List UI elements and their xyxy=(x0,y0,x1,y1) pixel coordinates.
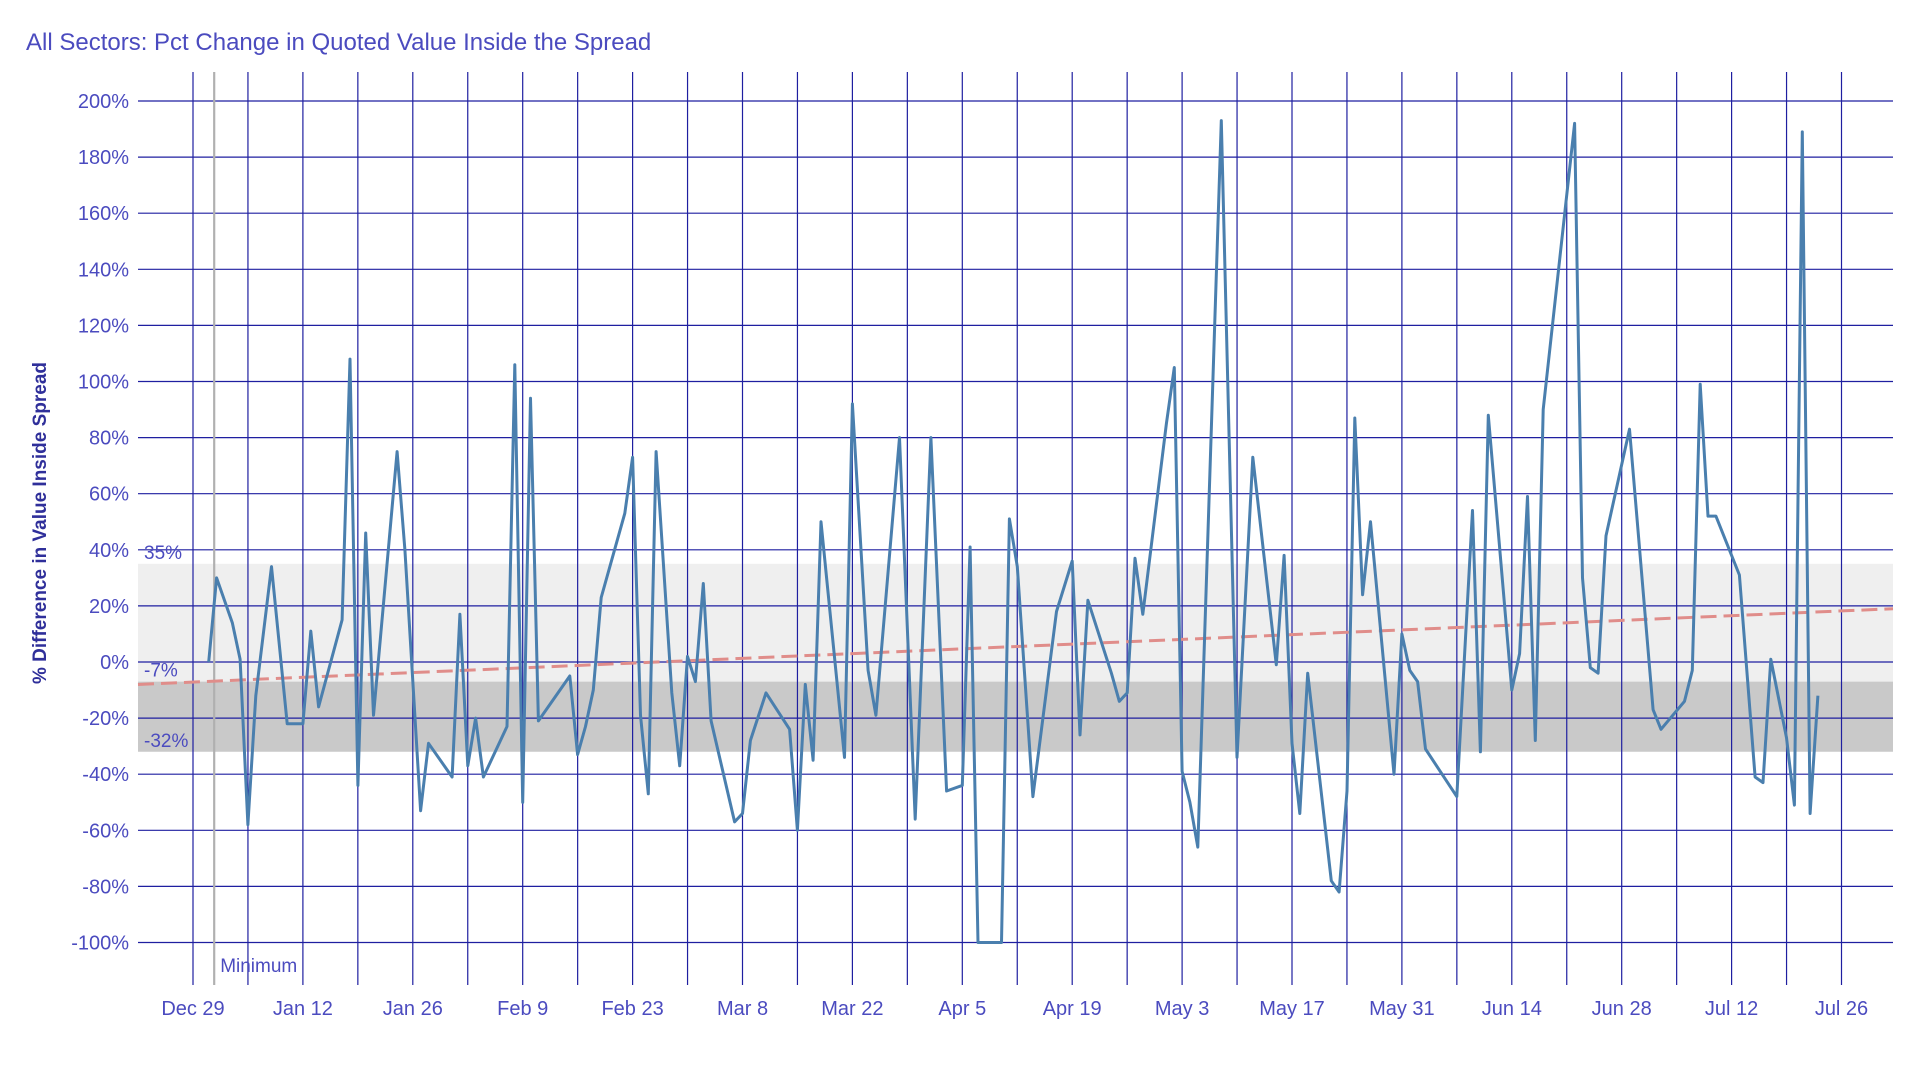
y-tick-label: -20% xyxy=(82,708,129,730)
reference-band-0 xyxy=(138,563,1893,682)
x-tick-label: Jul 26 xyxy=(1815,998,1868,1020)
band-label-1: -7% xyxy=(144,661,178,682)
y-axis-title: % Difference in Value Inside Spread xyxy=(30,362,51,684)
x-tick-label: Jan 26 xyxy=(383,998,443,1020)
y-tick-label: -100% xyxy=(71,933,129,955)
x-tick-label: Dec 29 xyxy=(161,998,224,1020)
reference-band-1 xyxy=(138,681,1893,752)
x-tick-label: Jun 28 xyxy=(1592,998,1652,1020)
grid-layer xyxy=(138,72,1893,985)
y-tick-label: 160% xyxy=(78,203,129,225)
y-tick-label: 100% xyxy=(78,372,129,394)
band-label-2: -32% xyxy=(144,731,188,752)
y-tick-label: -40% xyxy=(82,764,129,786)
x-tick-label: Feb 23 xyxy=(601,998,663,1020)
y-tick-label: 40% xyxy=(89,540,129,562)
chart-title: All Sectors: Pct Change in Quoted Value … xyxy=(26,29,651,56)
x-tick-label: Jul 12 xyxy=(1705,998,1758,1020)
x-tick-label: Mar 22 xyxy=(821,998,883,1020)
x-tick-label: Apr 5 xyxy=(938,998,986,1020)
label-layer: 35% -7% -32% xyxy=(144,543,188,752)
y-tick-label: -60% xyxy=(82,820,129,842)
x-tick-label: Jun 14 xyxy=(1482,998,1542,1020)
y-tick-label: -80% xyxy=(82,876,129,898)
series-layer xyxy=(207,119,1820,944)
band-label-0: 35% xyxy=(144,543,182,564)
band-layer xyxy=(138,563,1893,752)
y-tick-label: 60% xyxy=(89,484,129,506)
x-tick-label: Mar 8 xyxy=(717,998,768,1020)
x-tick-label: Feb 9 xyxy=(497,998,548,1020)
y-tick-label: 140% xyxy=(78,259,129,281)
x-tick-label: May 17 xyxy=(1259,998,1325,1020)
x-tick-label: Jan 12 xyxy=(273,998,333,1020)
y-tick-label: 120% xyxy=(78,315,129,337)
y-tick-label: 20% xyxy=(89,596,129,618)
x-tick-label: May 31 xyxy=(1369,998,1435,1020)
reference-line-layer: Minimum xyxy=(213,72,297,985)
y-axis-ticks: 200% 180% 160% 140% 120% 100% 80% 60% 40% 20% 0% -2… xyxy=(71,91,129,955)
series-line-0 xyxy=(207,119,1820,944)
minimum-label: Minimum xyxy=(220,956,297,977)
x-tick-label: Apr 19 xyxy=(1043,998,1102,1020)
y-tick-label: 0% xyxy=(100,652,129,674)
x-tick-label: May 3 xyxy=(1155,998,1209,1020)
x-axis-ticks: Dec 29 Jan 12 Jan 26 Feb 9 Feb 23 Mar 8 Mar 22… xyxy=(161,998,1868,1020)
y-tick-label: 200% xyxy=(78,91,129,113)
y-tick-label: 80% xyxy=(89,428,129,450)
y-tick-label: 180% xyxy=(78,147,129,169)
